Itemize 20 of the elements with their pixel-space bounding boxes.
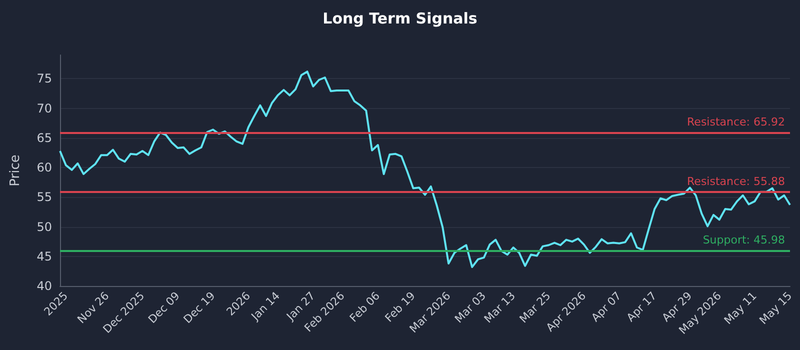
x-tick-label: Dec 09	[146, 289, 182, 326]
y-tick-label: 50	[36, 220, 52, 234]
y-tick-label: 55	[36, 190, 52, 204]
y-tick-label: 75	[36, 72, 52, 86]
x-tick-label: Jan 14	[248, 289, 282, 324]
ref-line-label: Resistance: 55.88	[687, 174, 785, 188]
y-tick-label: 70	[36, 101, 52, 116]
chart-title: Long Term Signals	[322, 10, 478, 28]
y-tick-label: 65	[36, 130, 52, 145]
y-tick-label: 45	[36, 249, 52, 264]
line-series	[59, 70, 791, 268]
ref-line-label: Support: 45.98	[702, 234, 785, 247]
x-tick-label: Dec 19	[181, 289, 218, 326]
x-tick-label: Feb 06	[347, 289, 383, 325]
y-tick-label: 40	[36, 279, 52, 293]
x-tick-label: Apr 17	[624, 289, 660, 324]
y-axis-title: Price	[8, 154, 23, 186]
y-tick-label: 60	[36, 160, 52, 175]
x-tick-label: Apr 07	[588, 289, 624, 324]
ref-line-label: Resistance: 65.92	[687, 115, 785, 128]
